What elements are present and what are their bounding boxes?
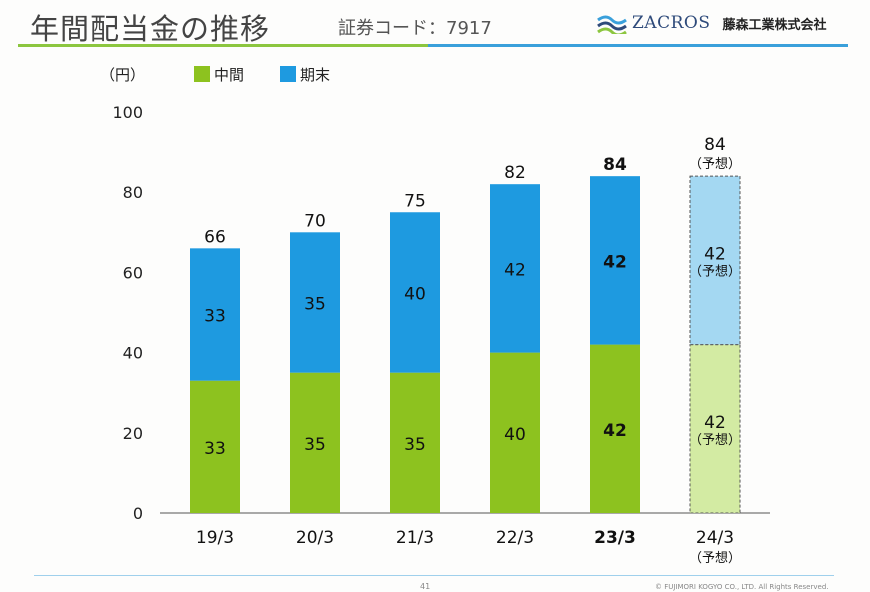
forecast-note-year-end: （予想）: [689, 263, 741, 279]
x-tick-label: 19/3: [196, 528, 234, 548]
zacros-wave-icon: [597, 15, 627, 34]
bar-interim-19/3: [190, 380, 240, 513]
bar-interim-21/3: [390, 372, 440, 513]
legend-swatch-1: [280, 66, 296, 82]
x-tick-label: 20/3: [296, 528, 334, 548]
legend-label-0: 中間: [214, 66, 244, 84]
value-label-interim: 42: [704, 413, 726, 433]
x-tick-label: 22/3: [496, 528, 534, 548]
legend-swatch-0: [194, 66, 210, 82]
bar-year-end-24/3: [689, 175, 741, 346]
bar-year-end-23/3: [590, 176, 640, 345]
value-label-year-end: 42: [603, 252, 627, 272]
y-tick-label: 60: [123, 263, 143, 282]
company-name: 藤森工業株式会社: [722, 17, 827, 33]
value-label-year-end: 35: [304, 294, 326, 314]
x-tick-label: 21/3: [396, 528, 434, 548]
company-logo: ZACROS 藤森工業株式会社: [596, 12, 827, 34]
total-label: 82: [504, 163, 526, 183]
legend-label-1: 期末: [300, 66, 330, 84]
page-number: 41: [420, 582, 431, 591]
header-rule-blue: [428, 44, 848, 47]
total-label: 84: [603, 155, 627, 175]
x-tick-note: （予想）: [689, 550, 741, 566]
value-label-interim: 33: [204, 439, 226, 459]
brand-name: ZACROS: [632, 13, 711, 33]
x-tick-label: 23/3: [594, 528, 636, 548]
bar-year-end-20/3: [290, 232, 340, 373]
y-tick-label: 20: [123, 424, 143, 443]
value-label-year-end: 42: [704, 244, 726, 264]
page-title: 年間配当金の推移: [30, 12, 271, 46]
value-label-interim: 35: [404, 435, 426, 455]
securities-code: 証券コード：7917: [338, 18, 492, 39]
value-label-year-end: 42: [504, 260, 526, 280]
forecast-note-total: （予想）: [689, 156, 741, 172]
bar-interim-20/3: [290, 372, 340, 513]
forecast-note-interim: （予想）: [689, 432, 741, 448]
y-tick-label: 100: [112, 103, 143, 122]
bar-year-end-22/3: [490, 184, 540, 353]
value-label-interim: 40: [504, 425, 526, 445]
value-label-interim: 42: [603, 421, 627, 441]
y-tick-label: 0: [133, 504, 143, 523]
bar-interim-22/3: [490, 352, 540, 513]
value-label-year-end: 40: [404, 284, 426, 304]
bar-interim-23/3: [590, 344, 640, 513]
header-rule-green: [18, 44, 428, 47]
total-label: 70: [304, 211, 326, 231]
value-label-interim: 35: [304, 435, 326, 455]
total-label: 66: [204, 227, 226, 247]
bar-year-end-21/3: [390, 212, 440, 373]
value-label-year-end: 33: [204, 307, 226, 327]
bar-year-end-19/3: [190, 248, 240, 381]
y-unit-label: （円）: [100, 66, 145, 84]
footer-rule: [34, 575, 834, 576]
total-label: 84: [704, 135, 726, 155]
copyright: © FUJIMORI KOGYO CO., LTD. All Rights Re…: [655, 583, 829, 591]
x-tick-label: 24/3: [696, 528, 734, 548]
y-tick-label: 80: [123, 183, 143, 202]
total-label: 75: [404, 191, 426, 211]
y-tick-label: 40: [123, 344, 143, 363]
